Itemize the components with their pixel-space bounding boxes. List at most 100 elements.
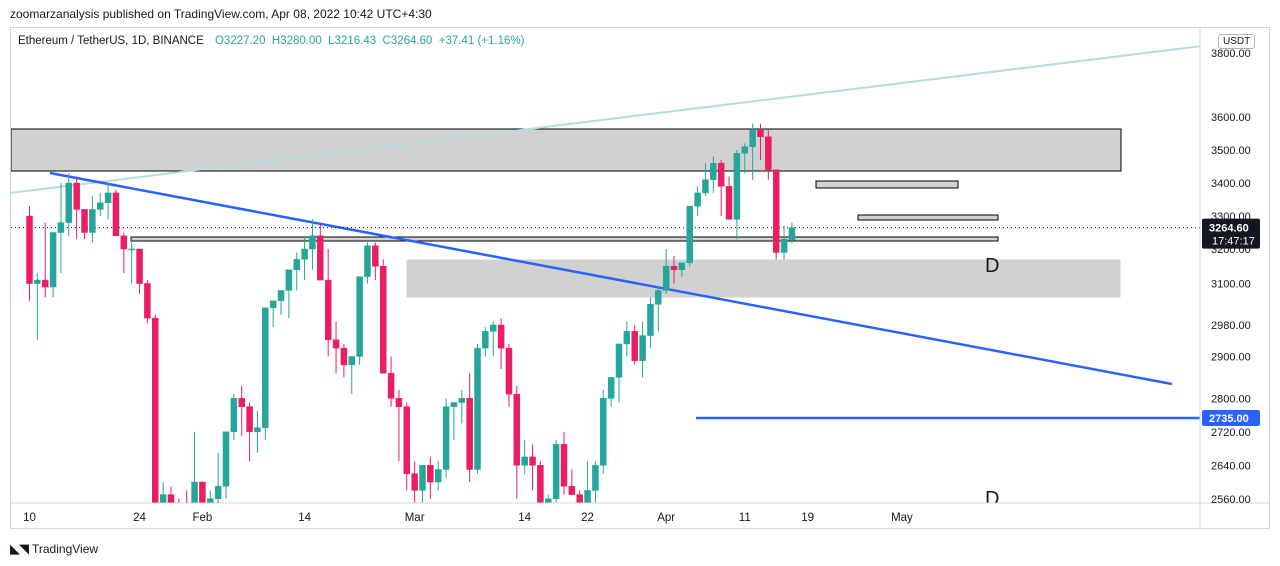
candle — [725, 176, 733, 220]
tradingview-brand: TradingView — [32, 542, 99, 556]
candle-body — [128, 248, 135, 251]
candle — [757, 123, 764, 160]
candle — [277, 290, 285, 315]
candle — [529, 444, 536, 491]
candle-body — [623, 331, 631, 345]
candle-body — [757, 129, 764, 138]
candle — [207, 490, 214, 503]
candle-body — [694, 192, 701, 207]
candle — [505, 343, 513, 407]
candle-body — [419, 465, 426, 491]
candle-body — [222, 431, 230, 487]
candle — [89, 196, 96, 243]
candle-body — [364, 245, 371, 277]
candle-body — [631, 331, 638, 361]
x-tick-label: May — [891, 512, 913, 524]
candle-body — [600, 398, 607, 466]
y-tick-label: 2980.00 — [1211, 320, 1251, 332]
x-tick-label: Feb — [193, 512, 213, 524]
candle-body — [309, 235, 316, 250]
candle — [356, 276, 363, 365]
lower-zone-label: D — [985, 488, 999, 510]
zones-layer — [11, 128, 1122, 299]
candle-body — [576, 494, 583, 503]
candle-body — [254, 427, 261, 433]
y-tick-label: 3400.00 — [1211, 178, 1251, 190]
candle — [458, 389, 466, 424]
candle — [568, 469, 576, 495]
candle — [167, 486, 175, 503]
candle — [670, 255, 678, 284]
legend-high: H3280.00 — [271, 35, 322, 47]
candle — [387, 356, 395, 407]
y-tick-label: 2800.00 — [1211, 393, 1251, 405]
candle-body — [765, 136, 772, 171]
candle — [497, 318, 505, 370]
candle — [592, 461, 599, 503]
candle-body — [262, 307, 269, 428]
candle — [615, 343, 623, 403]
candle — [246, 402, 253, 462]
candle-body — [152, 317, 159, 503]
candle-body — [159, 494, 167, 503]
level-zone-3200 — [130, 236, 999, 242]
candle — [607, 377, 615, 407]
candle-body — [434, 469, 442, 483]
candle — [647, 297, 654, 349]
candle — [340, 343, 348, 378]
x-tick-label: Apr — [657, 512, 675, 524]
candle-body — [356, 276, 363, 357]
candle — [584, 461, 591, 503]
candle — [128, 239, 135, 284]
candle — [112, 189, 120, 237]
candle — [301, 235, 308, 281]
candle-body — [741, 146, 749, 154]
candle — [662, 249, 670, 294]
candle — [749, 123, 756, 180]
currency-badge[interactable]: USDT — [1218, 34, 1256, 49]
candle — [513, 385, 521, 499]
candle — [144, 280, 151, 324]
candle-body — [293, 259, 300, 270]
candle-body — [317, 235, 324, 281]
candle-body — [615, 343, 623, 378]
candle — [765, 130, 772, 180]
candle-body — [81, 209, 88, 233]
candle-body — [411, 473, 418, 491]
candle-body — [41, 279, 49, 288]
candle — [230, 394, 238, 441]
candle — [152, 314, 159, 503]
candle — [379, 259, 387, 374]
candle-body — [442, 406, 450, 470]
candle-body — [372, 245, 379, 267]
candle — [788, 222, 796, 244]
candle — [136, 248, 143, 294]
y-tick-label: 2720.00 — [1211, 427, 1251, 439]
legend-change: +37.41 (+1.16%) — [438, 35, 525, 47]
candle — [73, 176, 80, 240]
tradingview-logo[interactable]: ◣◥ TradingView — [10, 541, 98, 557]
candle — [176, 498, 182, 511]
candle — [317, 222, 324, 281]
candle-body — [458, 398, 466, 403]
candle — [733, 150, 741, 240]
candle-body — [395, 398, 403, 407]
candle-body — [167, 494, 175, 503]
candle-body — [474, 347, 481, 470]
candle-body — [662, 266, 670, 291]
candle — [269, 300, 277, 328]
drawings-layer: DD — [11, 45, 1200, 510]
level-zone-3280 — [857, 214, 999, 221]
candle-body — [49, 232, 57, 288]
candle — [403, 402, 411, 491]
candle-body — [269, 300, 277, 308]
candle-body — [505, 347, 513, 395]
candle-body — [176, 507, 182, 511]
candle — [96, 192, 104, 216]
chart-frame — [10, 27, 1270, 529]
candle-body — [96, 202, 104, 210]
candle — [120, 232, 128, 274]
candle — [81, 209, 88, 240]
candle-body — [387, 372, 395, 399]
